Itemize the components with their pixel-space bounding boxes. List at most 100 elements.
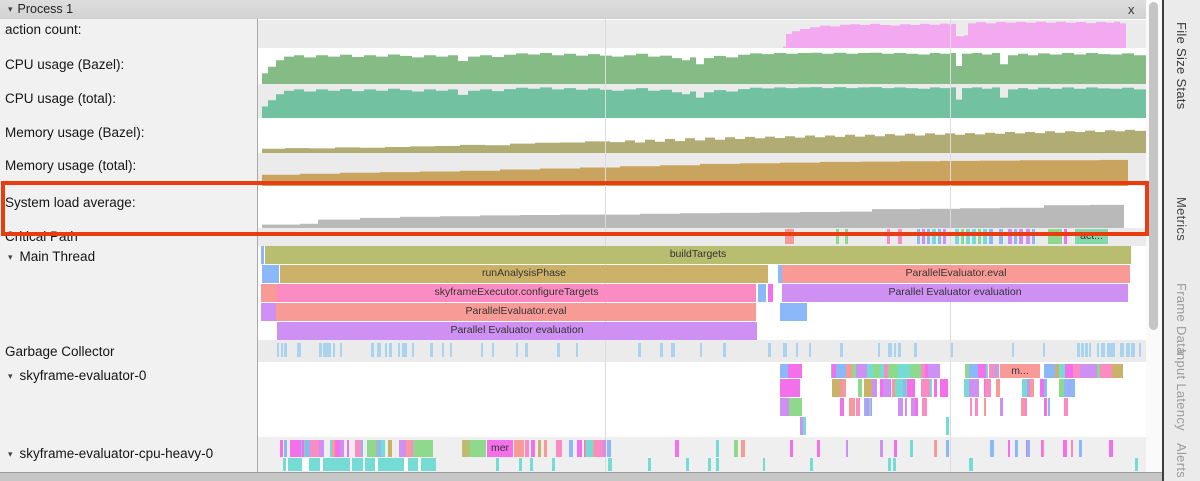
cpu-heavy-span[interactable] — [946, 440, 949, 457]
skyframe-span[interactable] — [909, 364, 921, 378]
critical-path-badge[interactable]: act... — [1075, 229, 1108, 244]
critical-path-slice[interactable] — [1064, 229, 1067, 244]
skyframe-span[interactable]: m... — [1000, 364, 1040, 378]
gc-tick[interactable] — [297, 343, 300, 357]
skyframe-span[interactable] — [984, 398, 987, 416]
skyframe-span[interactable] — [789, 398, 802, 416]
cpu-heavy-span[interactable] — [331, 440, 336, 457]
gc-tick[interactable] — [449, 343, 452, 357]
skyframe-span[interactable] — [842, 379, 847, 397]
cpu-heavy-span[interactable] — [347, 440, 350, 457]
critical-path-slice[interactable] — [927, 229, 930, 244]
skyframe-span[interactable] — [1040, 379, 1046, 397]
cpu-heavy-span[interactable] — [790, 440, 793, 457]
cpu-heavy-span[interactable] — [893, 440, 897, 457]
sidebar-tab-alerts[interactable]: Alerts — [1174, 443, 1189, 479]
cpu-heavy-span[interactable] — [279, 440, 284, 457]
skyframe-span[interactable] — [1100, 364, 1112, 378]
skyframe-span[interactable] — [887, 364, 901, 378]
skyframe-span[interactable] — [901, 379, 907, 397]
skyframe-span[interactable] — [1058, 379, 1065, 397]
cpu-heavy-span[interactable] — [606, 440, 612, 457]
cpu-heavy-span[interactable] — [363, 458, 366, 471]
cpu-heavy-span[interactable] — [462, 440, 470, 457]
section-label-garbage-collector[interactable]: Garbage Collector — [5, 344, 115, 359]
skyframe-span[interactable] — [995, 379, 1000, 397]
gc-tick[interactable] — [1132, 343, 1136, 357]
skyframe-span[interactable] — [972, 379, 980, 397]
skyframe-span[interactable] — [895, 379, 903, 397]
gc-tick[interactable] — [492, 343, 495, 357]
gc-tick[interactable] — [898, 343, 902, 357]
cpu-heavy-span[interactable]: mer — [487, 440, 513, 457]
cpu-heavy-span[interactable] — [715, 458, 720, 471]
skyframe-span[interactable] — [910, 398, 915, 416]
gc-tick[interactable] — [660, 343, 663, 357]
skyframe-span[interactable] — [873, 364, 880, 378]
trace-span[interactable] — [778, 265, 782, 283]
trace-span[interactable]: skyframeExecutor.configureTargets — [277, 284, 756, 302]
cpu-heavy-span[interactable] — [331, 440, 341, 457]
gc-tick[interactable] — [1120, 343, 1124, 357]
cpu-heavy-span[interactable] — [880, 440, 884, 457]
skyframe-span[interactable] — [921, 379, 930, 397]
gc-tick[interactable] — [1126, 343, 1129, 357]
skyframe-span[interactable] — [1069, 379, 1075, 397]
skyframe-span[interactable] — [879, 379, 884, 397]
cpu-heavy-span[interactable] — [518, 458, 522, 471]
gc-tick[interactable] — [388, 343, 392, 357]
chevron-down-icon[interactable]: ▾ — [8, 449, 13, 459]
cpu-heavy-span[interactable] — [311, 440, 319, 457]
cpu-heavy-span[interactable] — [568, 440, 574, 457]
critical-path-slice[interactable] — [1048, 229, 1062, 244]
trace-span[interactable] — [262, 265, 279, 283]
trace-span[interactable]: ParallelEvaluator.eval — [782, 265, 1130, 283]
skyframe-span[interactable] — [867, 398, 872, 416]
skyframe-span[interactable] — [1090, 364, 1097, 378]
gc-tick[interactable] — [1109, 343, 1112, 357]
cpu-heavy-span[interactable] — [1026, 440, 1030, 457]
trace-span[interactable] — [780, 303, 807, 321]
gc-tick[interactable] — [281, 343, 284, 357]
critical-path-slice[interactable] — [922, 229, 925, 244]
cpu-heavy-span[interactable] — [816, 440, 821, 457]
skyframe-span[interactable] — [969, 398, 973, 416]
sidebar-tab-frame-data[interactable]: Frame Data — [1174, 283, 1189, 355]
trace-span[interactable]: ParallelEvaluator.eval — [276, 303, 756, 321]
critical-path-slice[interactable] — [887, 229, 890, 244]
cpu-heavy-span[interactable] — [607, 458, 612, 471]
skyframe-span[interactable] — [1044, 364, 1056, 378]
chevron-down-icon[interactable]: ▾ — [8, 4, 13, 14]
sidebar-tab-input-latency[interactable]: Input Latency — [1174, 349, 1189, 431]
skyframe-span[interactable] — [780, 379, 800, 397]
gc-tick[interactable] — [783, 343, 787, 357]
cpu-heavy-span[interactable] — [291, 440, 298, 457]
skyframe-span[interactable] — [946, 417, 949, 435]
gc-tick[interactable] — [913, 343, 917, 357]
cpu-heavy-span[interactable] — [355, 440, 362, 457]
cpu-heavy-span[interactable] — [969, 458, 973, 471]
critical-path-slice[interactable] — [898, 229, 902, 244]
gc-tick[interactable] — [1012, 343, 1015, 357]
skyframe-span[interactable] — [1047, 398, 1051, 416]
skyframe-span[interactable] — [863, 379, 872, 397]
trace-span[interactable] — [261, 303, 276, 321]
cpu-heavy-span[interactable] — [1108, 440, 1113, 457]
gc-tick[interactable] — [1043, 343, 1046, 357]
cpu-heavy-span[interactable] — [530, 458, 534, 471]
close-icon[interactable]: x — [1128, 2, 1135, 17]
cpu-heavy-span[interactable] — [306, 458, 309, 471]
vertical-scrollbar-thumb[interactable] — [1149, 2, 1158, 330]
critical-path-slice[interactable] — [1019, 229, 1023, 244]
gc-tick[interactable] — [808, 343, 812, 357]
gc-tick[interactable] — [1127, 343, 1130, 357]
gc-tick[interactable] — [700, 343, 703, 357]
cpu-heavy-span[interactable] — [320, 458, 323, 471]
skyframe-span[interactable] — [1079, 364, 1092, 378]
gc-tick[interactable] — [1138, 343, 1141, 357]
trace-span[interactable]: Parallel Evaluator evaluation — [277, 322, 757, 340]
skyframe-span[interactable] — [904, 398, 907, 416]
gc-tick[interactable] — [877, 343, 881, 357]
trace-span[interactable] — [261, 284, 277, 302]
skyframe-span[interactable] — [985, 379, 992, 397]
